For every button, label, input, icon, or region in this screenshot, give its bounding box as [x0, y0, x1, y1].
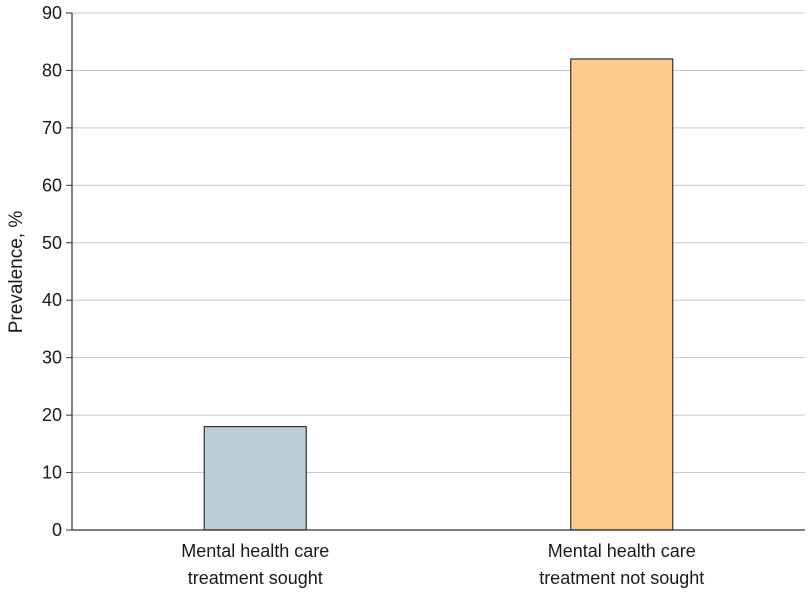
- bar-2: [570, 58, 674, 531]
- y-tick-label: 0: [52, 520, 62, 540]
- y-tick-label: 80: [42, 60, 62, 80]
- x-axis-category-labels: Mental health care treatment sought Mental…: [181, 541, 704, 588]
- y-tick-label: 30: [42, 348, 62, 368]
- y-axis-tick-labels: 0 10 20 30 40 50 60 70 80 90: [42, 3, 72, 540]
- y-tick-label: 50: [42, 233, 62, 253]
- x-category-label: treatment sought: [188, 568, 323, 588]
- x-category-label: Mental health care: [548, 541, 696, 561]
- y-tick-label: 60: [42, 175, 62, 195]
- gridlines: [72, 12, 805, 474]
- y-axis-title: Prevalence, %: [6, 211, 27, 334]
- y-tick-label: 40: [42, 290, 62, 310]
- x-category-label: Mental health care: [181, 541, 329, 561]
- y-tick-label: 10: [42, 463, 62, 483]
- y-tick-label: 70: [42, 118, 62, 138]
- bars: [203, 58, 674, 531]
- axes: [71, 13, 805, 531]
- y-tick-label: 20: [42, 405, 62, 425]
- x-category-label: treatment not sought: [539, 568, 704, 588]
- y-tick-label: 90: [42, 3, 62, 23]
- bar-1: [203, 426, 307, 531]
